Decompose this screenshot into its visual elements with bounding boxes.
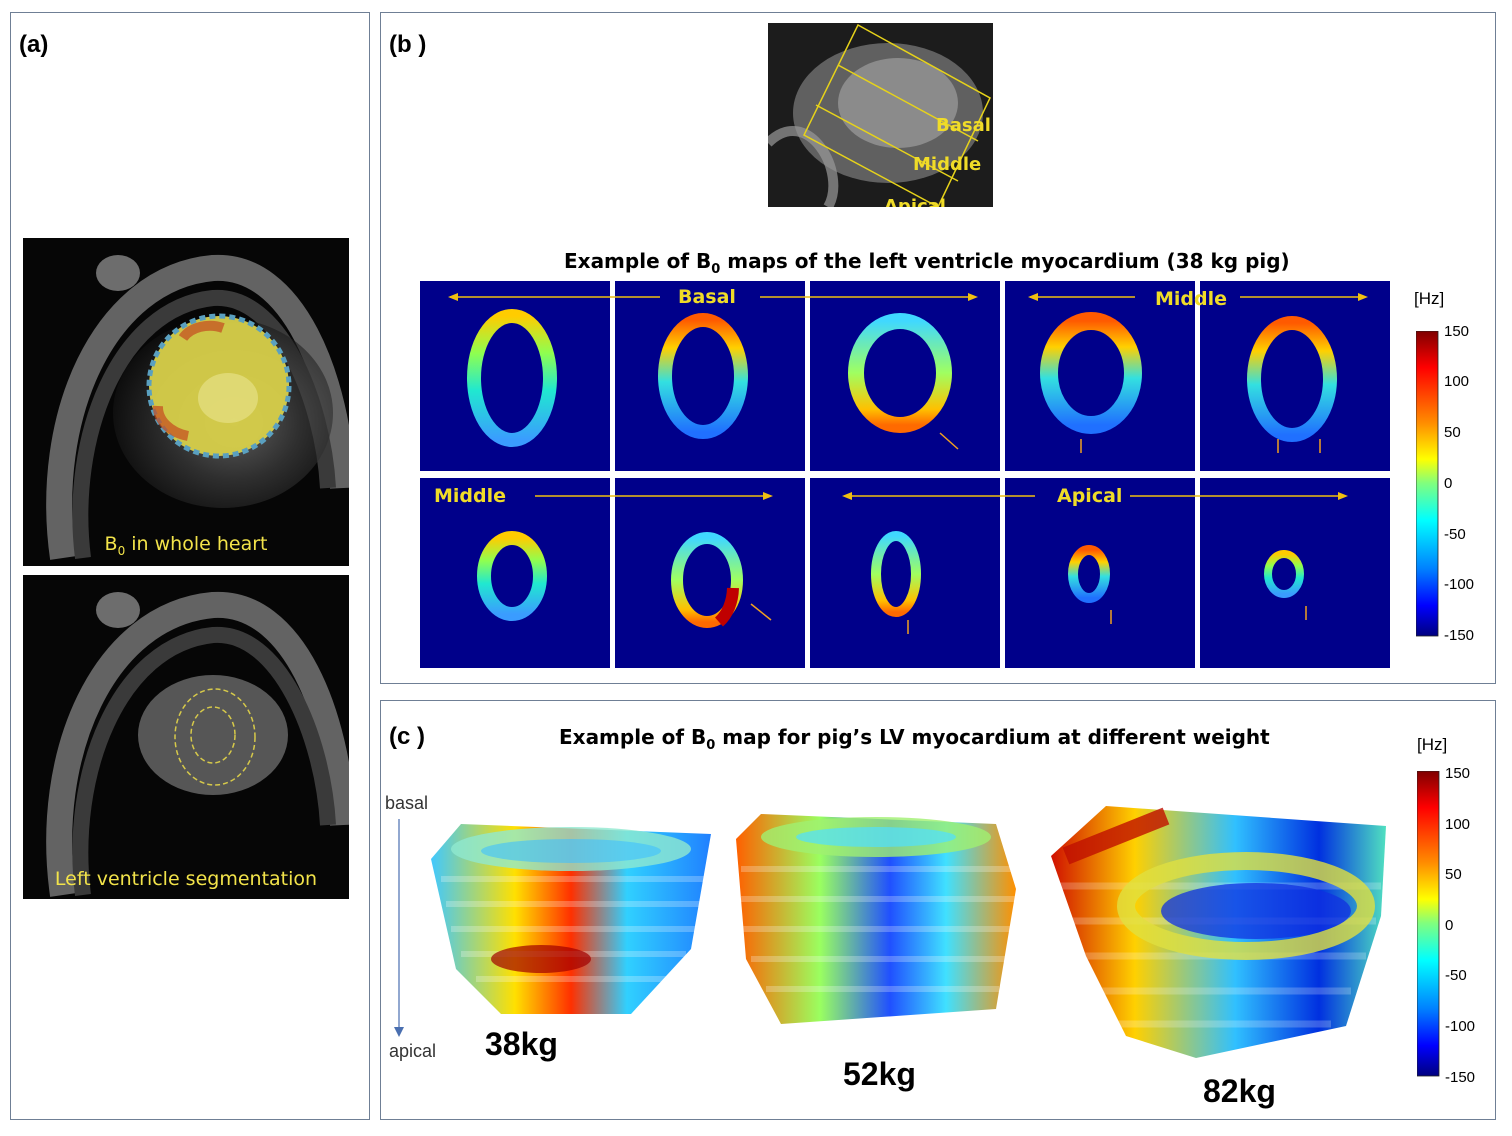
panel-a: (a) B0 in whole heart	[10, 12, 370, 1120]
b0-map-tile-row2-5	[1200, 478, 1390, 668]
row2-label-middle: Middle	[434, 485, 506, 507]
basal-apical-arrow	[394, 819, 404, 1037]
b0-map-tile-row1-5	[1200, 281, 1390, 471]
panel-b: (b ) Basal Middle Apical Example of B0 m…	[380, 12, 1496, 684]
b0-map-tile-row2-3	[810, 478, 1000, 668]
row1-label-middle: Middle	[1155, 288, 1227, 310]
row2-label-apical: Apical	[1057, 485, 1122, 507]
panel-c-title: Example of B0 map for pig’s LV myocardiu…	[559, 725, 1270, 753]
panel-c-label: (c )	[389, 723, 425, 750]
axis-label-basal: basal	[385, 793, 429, 813]
colorbar-c-tick: -150	[1445, 1069, 1476, 1086]
weight-label-52kg: 52kg	[843, 1056, 916, 1092]
scout-image: Basal Middle Apical	[768, 23, 993, 207]
b0-map-tile-row1-4	[1005, 281, 1195, 471]
colorbar-b-tick: 100	[1444, 373, 1470, 390]
colorbar-c-tick: 50	[1445, 866, 1462, 883]
colorbar-c-tick: -50	[1445, 967, 1467, 984]
caption-left-ventricle-segmentation: Left ventricle segmentation	[54, 868, 318, 890]
row2-annotations: Middle Apical	[434, 485, 1348, 507]
panel-b-title: Example of B0 maps of the left ventricle…	[564, 249, 1290, 277]
colorbar-c-tick: 150	[1445, 765, 1471, 782]
scout-label-apical: Apical	[884, 196, 946, 207]
scout-label-middle: Middle	[913, 154, 981, 175]
b0-map-tile-row2-4	[1005, 478, 1195, 668]
colorbar-b-tick: -150	[1444, 627, 1475, 644]
heart-3d-38kg	[431, 824, 711, 1014]
panel-b-label: (b )	[389, 31, 427, 58]
row1-label-basal: Basal	[678, 286, 736, 308]
axis-label-apical: apical	[389, 1041, 437, 1061]
b0-map-tile-row1-2	[615, 281, 805, 471]
b0-overlay-circle	[146, 313, 292, 459]
colorbar-b-tick: -50	[1444, 526, 1466, 543]
b0-map-tile-row2-1	[420, 478, 610, 668]
heart-3d-82kg	[1051, 806, 1386, 1058]
colorbar-b-tick: -100	[1444, 576, 1475, 593]
scout-label-basal: Basal	[936, 115, 991, 136]
colorbar-b-tick: 150	[1444, 323, 1470, 340]
b0-map-tile-row2-2	[615, 478, 805, 668]
b0-map-tile-row1-3	[810, 281, 1000, 471]
colorbar-b-tick: 0	[1444, 475, 1453, 492]
colorbar-c-tick: 0	[1445, 917, 1454, 934]
mri-segmentation-image: Left ventricle segmentation	[23, 575, 349, 899]
weight-label-82kg: 82kg	[1203, 1073, 1276, 1109]
colorbar-b-unit: [Hz]	[1414, 289, 1445, 308]
weight-label-38kg: 38kg	[485, 1026, 558, 1062]
colorbar-c-tick: -100	[1445, 1018, 1476, 1035]
scout-slice-boxes	[803, 23, 991, 207]
segmentation-inner-contour	[190, 706, 236, 764]
panel-a-label: (a)	[19, 31, 49, 58]
heart-3d-52kg	[736, 814, 1021, 1024]
colorbar-b-tick: 50	[1444, 424, 1461, 441]
panel-c: (c ) Example of B0 map for pig’s LV myoc…	[380, 700, 1496, 1120]
colorbar-c-tick: 100	[1445, 816, 1471, 833]
caption-b0-whole-heart: B0 in whole heart	[104, 533, 268, 558]
colorbar-b	[1416, 331, 1439, 637]
colorbar-c	[1417, 771, 1440, 1077]
colorbar-c-unit: [Hz]	[1417, 735, 1448, 754]
segmentation-outer-contour	[174, 688, 256, 786]
b0-map-tile-row1-1	[420, 281, 610, 471]
row1-annotations: Basal Middle	[448, 286, 1368, 310]
mri-whole-heart-image: B0 in whole heart	[23, 238, 349, 566]
